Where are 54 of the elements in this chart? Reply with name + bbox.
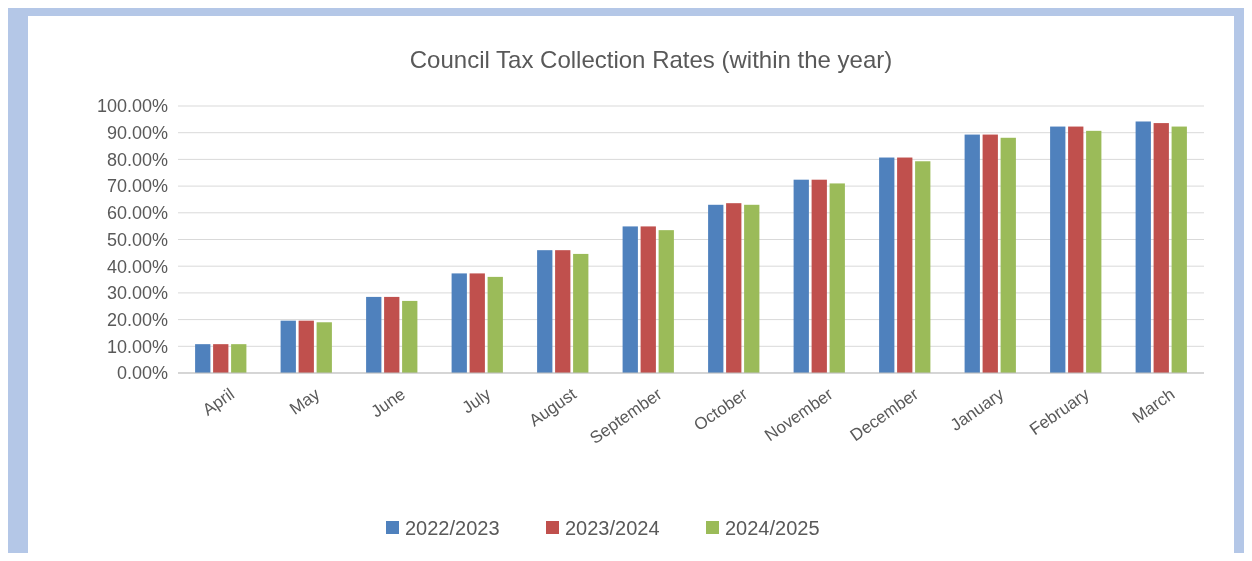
- bar: [1171, 126, 1187, 373]
- bar: [811, 179, 827, 373]
- y-tick-label: 0.00%: [116, 363, 168, 384]
- bar: [280, 320, 296, 373]
- legend-label: 2024/2025: [725, 517, 820, 539]
- bar: [744, 204, 760, 373]
- x-tick-label: May: [286, 384, 324, 419]
- bar: [1086, 130, 1102, 373]
- y-tick-label: 90.00%: [106, 123, 168, 143]
- bar: [231, 344, 247, 373]
- y-tick-label: 40.00%: [106, 256, 168, 277]
- x-tick-label: July: [458, 384, 495, 418]
- x-tick-label: June: [367, 384, 409, 422]
- bar: [640, 226, 656, 373]
- y-tick-label: 10.00%: [106, 336, 168, 357]
- y-tick-label: 60.00%: [106, 203, 168, 224]
- bar: [555, 250, 571, 373]
- legend-label: 2022/2023: [405, 517, 500, 539]
- y-tick-label: 30.00%: [106, 283, 168, 304]
- bar: [469, 273, 485, 373]
- bar: [897, 157, 913, 373]
- bar: [1000, 137, 1016, 373]
- bar: [658, 230, 674, 373]
- y-tick-label: 70.00%: [106, 176, 168, 197]
- chart-title: Council Tax Collection Rates (within the year): [409, 46, 893, 73]
- bar: [829, 183, 845, 373]
- bar: [402, 300, 418, 373]
- bar: [316, 322, 332, 373]
- bar: [573, 253, 589, 373]
- bar: [213, 344, 229, 373]
- bar: [1050, 126, 1066, 373]
- bar: [915, 161, 931, 373]
- bar: [879, 157, 895, 373]
- bar: [982, 134, 998, 373]
- y-tick-label: 100.00%: [96, 96, 168, 117]
- y-tick-label: 80.00%: [106, 149, 168, 170]
- bar: [487, 276, 503, 373]
- bar: [1153, 123, 1169, 373]
- bar: [384, 296, 400, 373]
- bar: [708, 204, 724, 373]
- y-tick-label: 20.00%: [106, 309, 168, 330]
- bar: [366, 296, 382, 373]
- bar: [793, 179, 809, 373]
- legend-label: 2023/2024: [565, 517, 660, 539]
- bar: [451, 273, 467, 373]
- bar: [622, 226, 638, 373]
- bar: [298, 320, 314, 373]
- bar: [726, 203, 742, 373]
- bar: [964, 134, 980, 373]
- y-tick-label: 50.00%: [106, 229, 168, 250]
- bar: [1135, 121, 1151, 373]
- bar: [537, 250, 553, 373]
- bar: [195, 344, 211, 373]
- bar: [1068, 126, 1084, 373]
